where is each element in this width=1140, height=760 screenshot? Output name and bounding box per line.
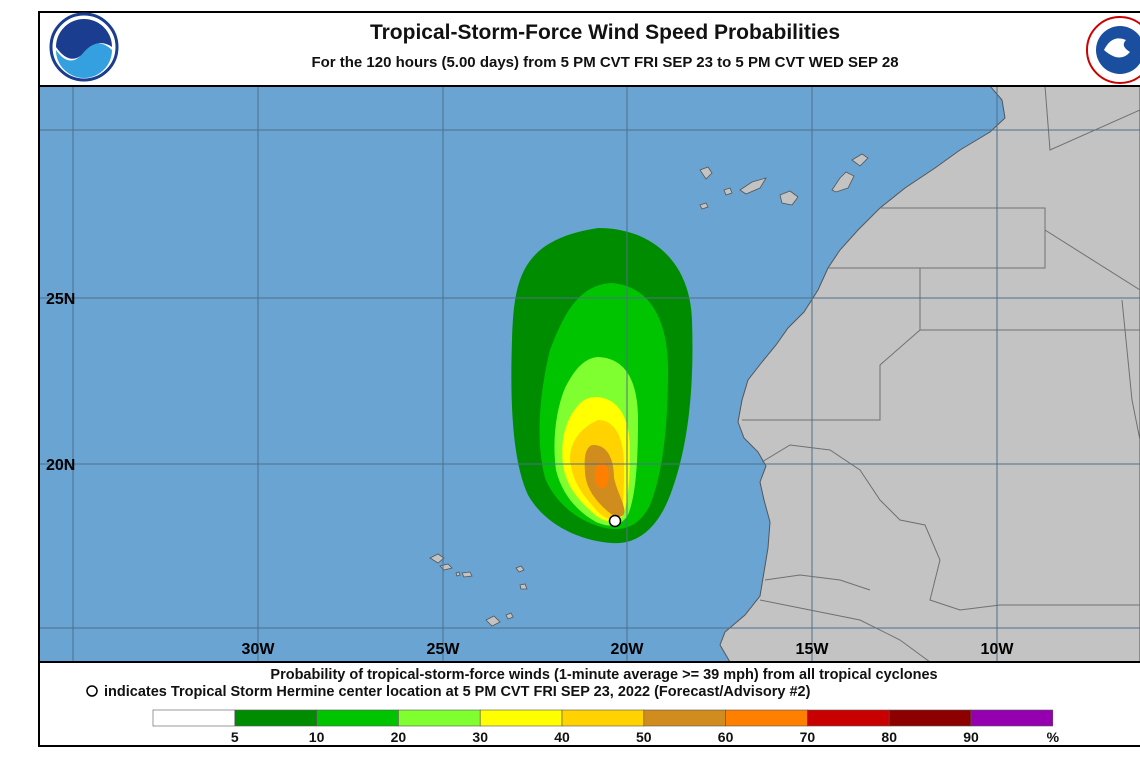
legend-label: 60 xyxy=(718,729,734,745)
legend-swatch xyxy=(643,709,726,727)
legend-label: 10 xyxy=(309,729,325,745)
legend-swatch xyxy=(970,709,1054,727)
center-symbol xyxy=(86,685,98,697)
border xyxy=(920,230,1046,269)
legend-label: 90 xyxy=(963,729,979,745)
legend-swatch xyxy=(234,709,317,727)
graticule xyxy=(40,86,1140,662)
border xyxy=(759,599,931,662)
legend-swatch xyxy=(725,709,808,727)
legend-label: 20 xyxy=(391,729,407,745)
legend-swatch xyxy=(561,709,645,727)
lat-label: 20N xyxy=(46,457,75,474)
border xyxy=(1121,299,1140,441)
legend-label: 40 xyxy=(554,729,570,745)
lon-label: 30W xyxy=(242,641,276,658)
lon-label: 10W xyxy=(981,641,1015,658)
legend: 5 10 20 30 40 50 60 70 80 90% xyxy=(152,709,1060,745)
subtitle: For the 120 hours (5.00 days) from 5 PM … xyxy=(311,54,898,71)
lon-label: 25W xyxy=(427,641,461,658)
legend-label: 30 xyxy=(472,729,488,745)
legend-swatch xyxy=(479,709,563,727)
border xyxy=(761,444,1140,611)
probability-contours xyxy=(511,228,693,544)
storm-center xyxy=(608,514,622,528)
noaa-logo xyxy=(49,12,119,82)
land-africa xyxy=(719,86,1140,662)
legend-label: 70 xyxy=(800,729,816,745)
legend-label: 50 xyxy=(636,729,652,745)
lat-label: 25N xyxy=(46,291,75,308)
footer-line: indicates Tropical Storm Hermine center … xyxy=(104,684,811,700)
legend-swatch xyxy=(398,709,481,727)
nws-logo xyxy=(1086,16,1140,84)
border xyxy=(764,574,871,591)
lon-label: 15W xyxy=(796,641,830,658)
legend-label: 5 xyxy=(231,729,239,745)
legend-label: 80 xyxy=(881,729,897,745)
legend-label: % xyxy=(1047,729,1060,745)
legend-swatch xyxy=(807,709,890,727)
footer-line: Probability of tropical-storm-force wind… xyxy=(270,667,937,683)
border xyxy=(1044,86,1140,151)
legend-swatch xyxy=(316,709,399,727)
legend-swatch xyxy=(888,709,972,727)
title: Tropical-Storm-Force Wind Speed Probabil… xyxy=(370,21,840,44)
map: 30W 25W 20W 15W 10W 25N 20N xyxy=(40,86,1140,662)
border xyxy=(828,267,1140,331)
border xyxy=(880,207,1140,291)
lon-label: 20W xyxy=(611,641,645,658)
border xyxy=(742,329,921,421)
legend-swatch xyxy=(152,709,236,727)
